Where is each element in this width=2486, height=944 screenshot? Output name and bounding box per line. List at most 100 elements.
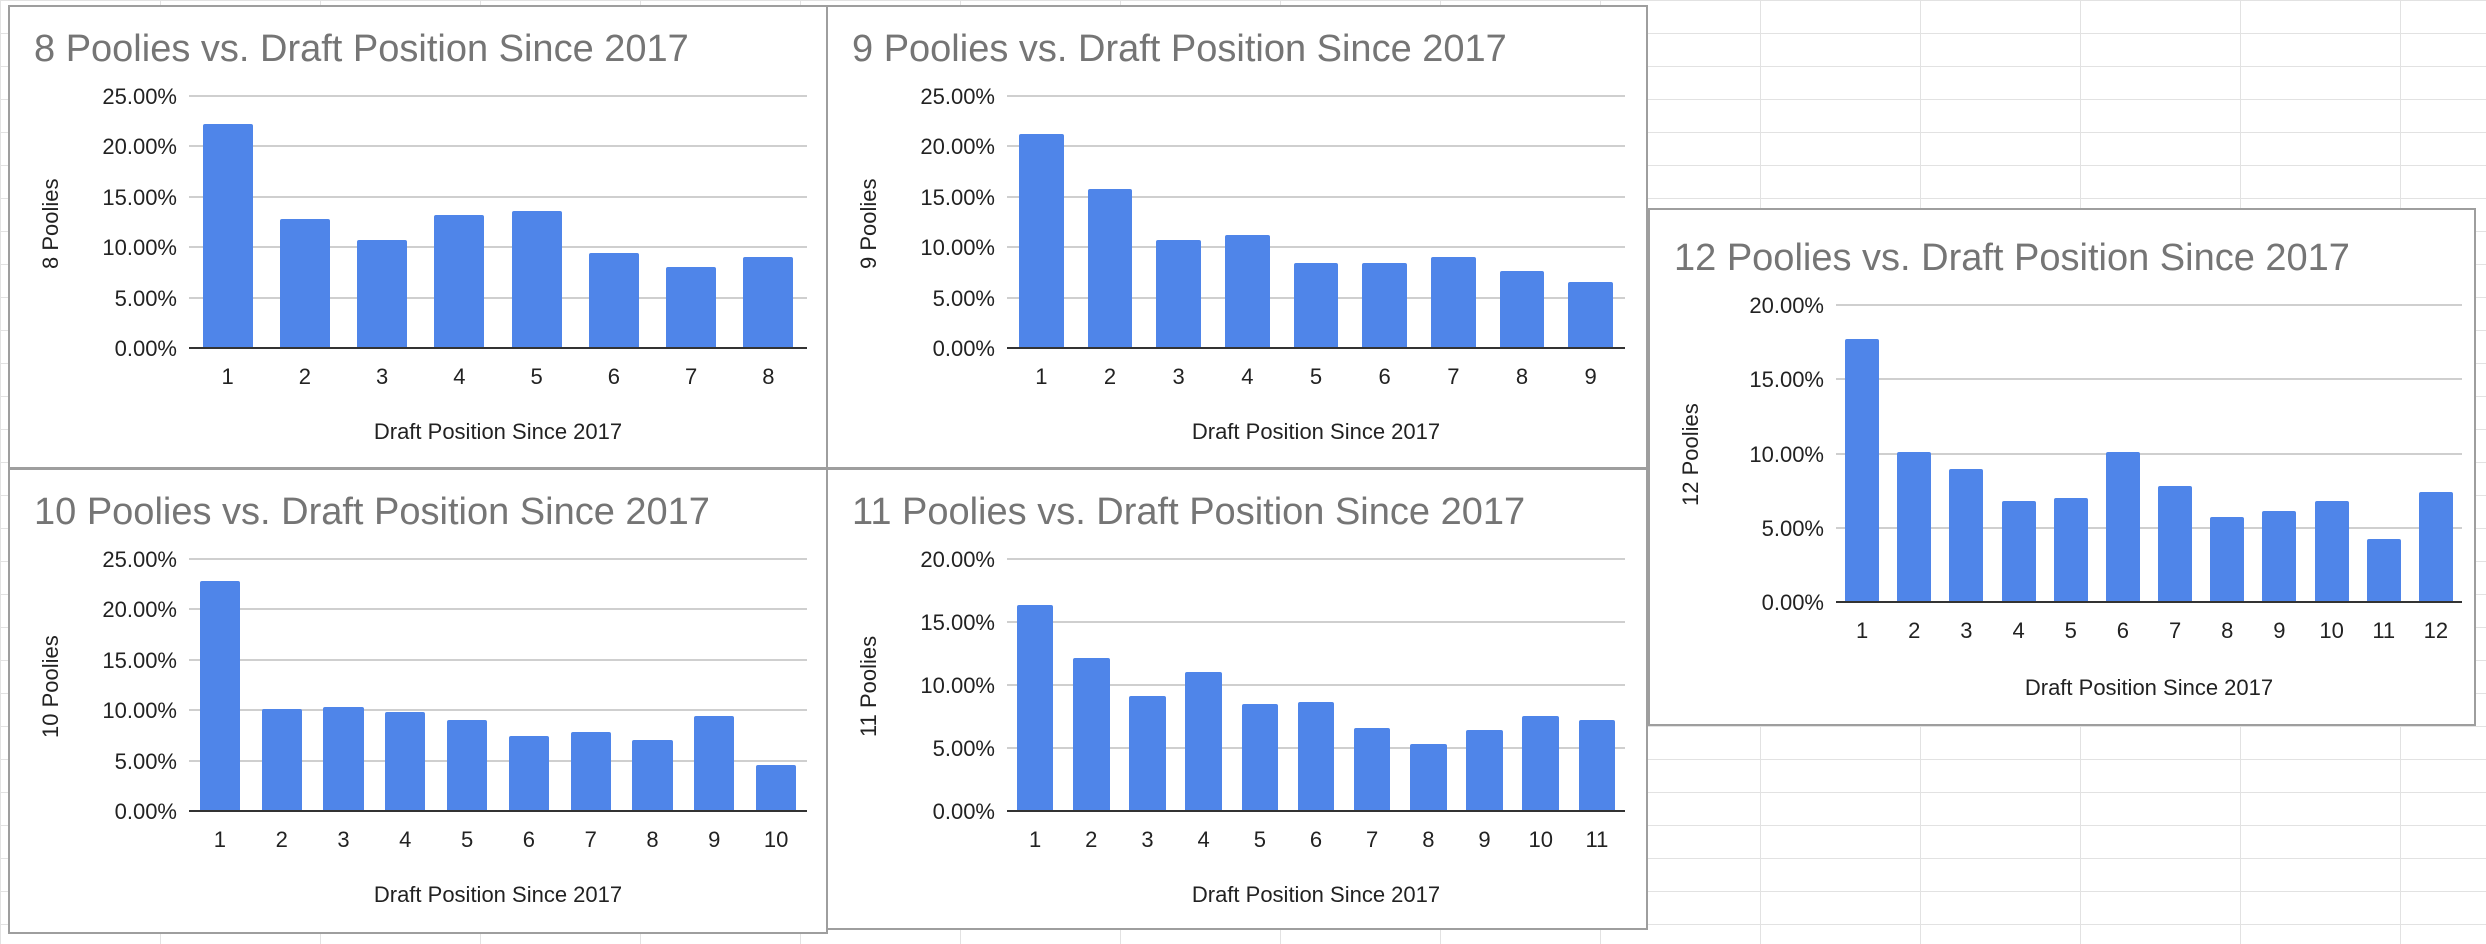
chart-10-poolies[interactable]: 10 Poolies vs. Draft Position Since 2017… [8, 468, 828, 934]
bar[interactable] [2314, 500, 2349, 603]
bar[interactable] [279, 218, 330, 349]
bar[interactable] [385, 712, 426, 812]
bar[interactable] [1185, 672, 1222, 812]
gridline [1007, 621, 1625, 623]
bar[interactable] [756, 764, 797, 812]
x-tick-label: 8 [1515, 364, 1529, 389]
chart-9-poolies[interactable]: 9 Poolies vs. Draft Position Since 2017 0… [826, 5, 1648, 469]
bar[interactable] [508, 736, 549, 812]
bar[interactable] [1522, 716, 1559, 812]
bar[interactable] [1466, 730, 1503, 812]
x-tick-label: 7 [685, 364, 698, 389]
chart-12-poolies[interactable]: 12 Poolies vs. Draft Position Since 2017… [1648, 208, 2476, 726]
chart-8-poolies[interactable]: 8 Poolies vs. Draft Position Since 2017 0… [8, 5, 828, 469]
y-tick-label: 5.00% [114, 748, 177, 774]
bar[interactable] [1431, 257, 1476, 349]
bar[interactable] [1353, 727, 1391, 812]
bar[interactable] [202, 124, 253, 349]
chart-title: 11 Poolies vs. Draft Position Since 2017 [852, 491, 1526, 533]
x-tick-label: 9 [1584, 364, 1597, 389]
bar[interactable] [694, 716, 735, 812]
y-tick-label: 20.00% [920, 134, 995, 160]
gridline [189, 558, 807, 560]
gridline [1007, 246, 1625, 249]
bar[interactable] [1499, 271, 1545, 349]
bar[interactable] [2366, 539, 2401, 603]
bar[interactable] [1293, 263, 1339, 349]
gridline [189, 296, 807, 299]
x-tick-label: 3 [376, 364, 389, 389]
bar[interactable] [1362, 263, 1407, 349]
bar[interactable] [2210, 516, 2245, 603]
gridline [189, 145, 807, 148]
bar[interactable] [1087, 188, 1133, 349]
x-axis-title: Draft Position Since 2017 [373, 882, 623, 907]
bar[interactable] [1156, 240, 1201, 349]
bar[interactable] [2418, 491, 2453, 603]
bar[interactable] [1297, 702, 1335, 812]
y-axis-title: 10 Poolies [38, 634, 63, 738]
bar[interactable] [1949, 469, 1984, 603]
y-axis-title: 12 Poolies [1678, 402, 1703, 506]
bar[interactable] [2262, 510, 2297, 603]
gridline [1007, 558, 1625, 560]
x-axis-title: Draft Position Since 2017 [373, 419, 623, 444]
y-tick-label: 15.00% [920, 184, 995, 210]
bar[interactable] [2053, 497, 2088, 603]
bar[interactable] [1129, 696, 1166, 812]
bar[interactable] [2158, 485, 2193, 603]
bar[interactable] [511, 210, 562, 349]
x-tick-label: 6 [2116, 618, 2130, 643]
bar[interactable] [323, 707, 364, 812]
bar[interactable] [1568, 282, 1613, 349]
x-tick-label: 7 [2168, 618, 2182, 643]
bar[interactable] [743, 257, 794, 349]
bar[interactable] [199, 581, 240, 812]
plot-area: 0.00% 5.00% 10.00% 15.00% 20.00% 25.00% 1 2 3 4 5 6… [102, 85, 807, 389]
bar[interactable] [570, 732, 611, 812]
x-axis-title: Draft Position Since 2017 [1191, 419, 1441, 444]
bar[interactable] [666, 267, 717, 349]
bar[interactable] [261, 709, 302, 812]
y-tick-label: 5.00% [932, 736, 995, 761]
bar[interactable] [447, 720, 488, 812]
y-tick-label: 0.00% [114, 799, 177, 824]
x-tick-label: 4 [1197, 827, 1210, 852]
chart-11-poolies[interactable]: 11 Poolies vs. Draft Position Since 2017… [826, 468, 1648, 930]
gridline [1007, 145, 1625, 148]
y-axis-title: 11 Poolies [856, 635, 881, 737]
x-axis-line [1007, 347, 1625, 349]
bar[interactable] [434, 214, 485, 349]
y-tick-label: 15.00% [102, 647, 177, 673]
bar[interactable] [357, 240, 408, 349]
x-tick-label: 9 [2273, 618, 2286, 643]
bar[interactable] [1897, 451, 1932, 603]
gridline [1836, 378, 2462, 381]
x-tick-label: 7 [1366, 827, 1379, 852]
x-tick-label: 9 [1478, 827, 1491, 852]
gridline [189, 608, 807, 611]
bar[interactable] [1578, 720, 1616, 812]
bar[interactable] [1225, 235, 1270, 349]
x-axis-line [1007, 810, 1625, 812]
x-tick-label: 8 [1422, 827, 1435, 852]
gridline [189, 759, 807, 762]
bar[interactable] [2105, 451, 2140, 603]
y-axis-title: 8 Poolies [38, 177, 63, 269]
bar[interactable] [1019, 134, 1064, 349]
x-tick-label: 3 [1172, 364, 1185, 389]
bar[interactable] [588, 253, 639, 349]
bar[interactable] [1845, 338, 1880, 603]
bar[interactable] [1073, 658, 1110, 812]
bar[interactable] [632, 740, 673, 812]
bar[interactable] [1410, 743, 1447, 812]
bar[interactable] [1016, 605, 1054, 812]
gridline [189, 195, 807, 198]
bar[interactable] [1241, 703, 1279, 812]
x-tick-label: 6 [1309, 827, 1323, 852]
x-tick-label: 2 [1085, 827, 1098, 852]
bar[interactable] [2001, 500, 2036, 603]
x-tick-label: 1 [1028, 827, 1042, 852]
x-tick-label: 1 [1035, 364, 1048, 389]
x-tick-label: 10 [2319, 618, 2344, 643]
